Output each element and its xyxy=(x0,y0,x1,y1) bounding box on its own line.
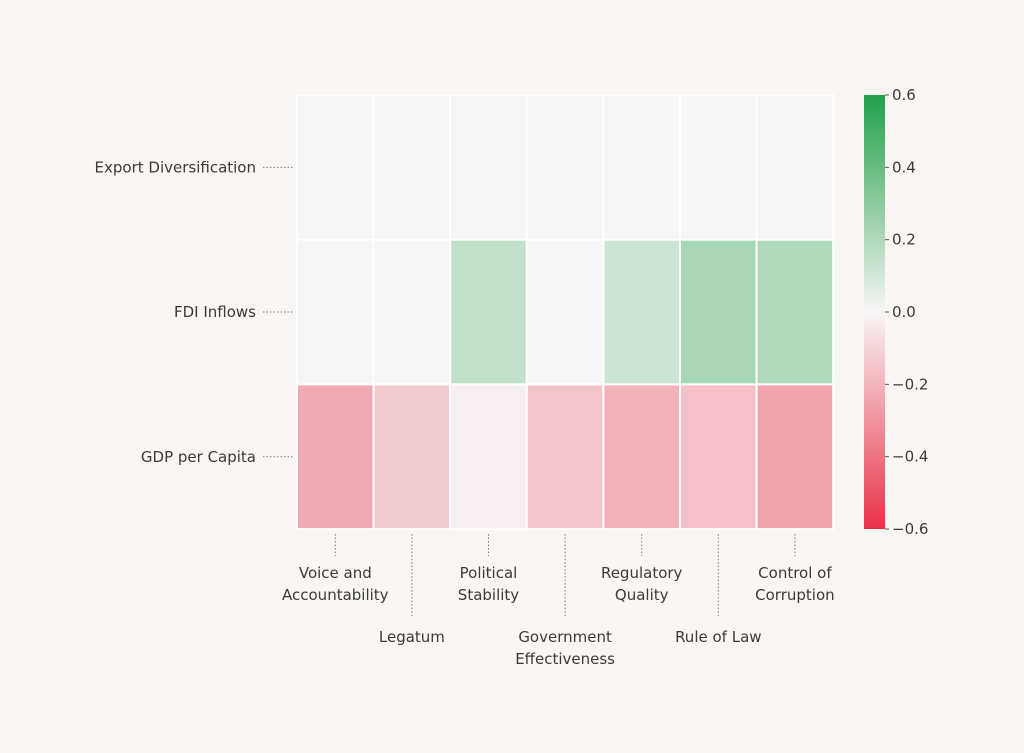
column-label: Legatum xyxy=(379,628,445,646)
column-label: Voice and Accountability xyxy=(282,564,389,604)
colorbar-tick-label: −0.4 xyxy=(892,448,928,466)
heatmap-cell xyxy=(755,238,835,386)
colorbar-tick-label: 0.2 xyxy=(892,231,916,249)
heatmap-cell xyxy=(449,383,528,531)
colorbar-tick-label: −0.2 xyxy=(892,375,928,393)
colorbar-tick-label: 0.6 xyxy=(892,86,916,104)
column-label: Government Effectiveness xyxy=(515,628,615,668)
heatmap-cell xyxy=(372,94,452,241)
heatmap-cells xyxy=(296,94,835,531)
heatmap-cell xyxy=(296,94,375,241)
heatmap-cell xyxy=(372,383,452,531)
row-label: Export Diversification xyxy=(95,158,256,176)
colorbar xyxy=(864,95,885,529)
heatmap-cell xyxy=(755,383,835,531)
heatmap-cell xyxy=(296,383,375,531)
heatmap-cell xyxy=(449,94,528,241)
heatmap-cell xyxy=(602,94,682,241)
heatmap-cell xyxy=(602,238,682,386)
heatmap-cell xyxy=(525,94,605,241)
column-label: Political Stability xyxy=(458,564,520,604)
colorbar-tick-label: −0.6 xyxy=(892,520,928,538)
heatmap-cell xyxy=(679,238,758,386)
heatmap-cell xyxy=(372,238,452,386)
column-label: Rule of Law xyxy=(675,628,761,646)
row-label: FDI Inflows xyxy=(174,303,256,321)
colorbar-ticks: 0.6 0.4 0.2 0.0 −0.2 −0.4 −0.6 xyxy=(885,86,928,538)
row-labels: Export Diversification FDI Inflows GDP per… xyxy=(95,158,293,466)
heatmap-cell xyxy=(602,383,682,531)
heatmap-cell xyxy=(449,238,528,386)
heatmap-cell xyxy=(679,94,758,241)
column-label: Regulatory Quality xyxy=(601,564,683,604)
heatmap-cell xyxy=(679,383,758,531)
colorbar-tick-label: 0.4 xyxy=(892,158,916,176)
heatmap-cell xyxy=(296,238,375,386)
row-label: GDP per Capita xyxy=(141,448,256,466)
column-label: Control of Corruption xyxy=(755,564,834,604)
colorbar-tick-label: 0.0 xyxy=(892,303,916,321)
column-labels: Voice and Accountability Legatum Political S… xyxy=(282,534,835,668)
heatmap-cell xyxy=(525,238,605,386)
heatmap-cell xyxy=(525,383,605,531)
heatmap-cell xyxy=(755,94,835,241)
